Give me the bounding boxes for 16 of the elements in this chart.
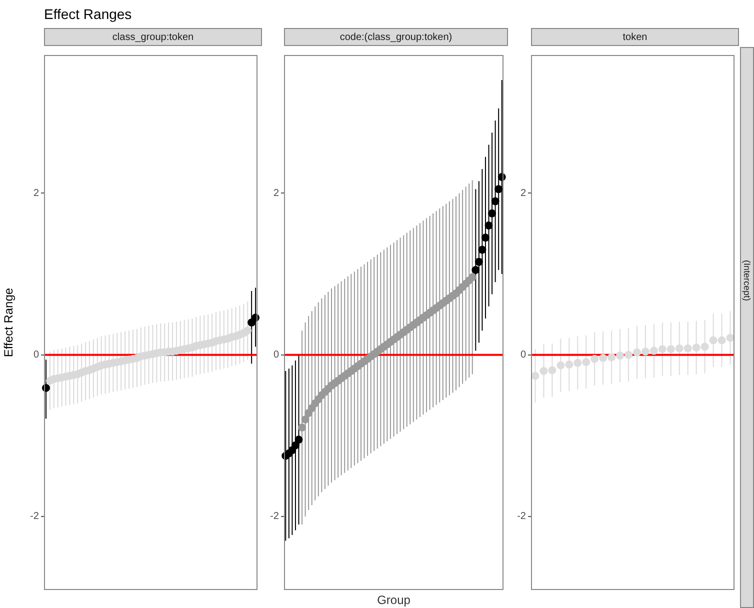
strip-label: (Intercept)	[742, 260, 752, 302]
y-tick-label: -2	[30, 511, 40, 522]
y-tick-label: 0	[273, 350, 280, 361]
chart-title: Effect Ranges	[44, 6, 132, 22]
y-tick-label: -2	[517, 511, 526, 522]
y-tick-label: 0	[33, 350, 40, 361]
chart-subtitle: code:(class_group:token)	[284, 28, 508, 46]
chart-subtitle: token	[531, 28, 739, 46]
y-tick-label: 2	[273, 188, 280, 199]
x-axis-title: Group	[377, 593, 411, 608]
y-tick-label: -2	[270, 511, 280, 522]
chart-subtitle: class_group:token	[44, 28, 262, 46]
y-axis-title: Effect Range	[2, 288, 16, 358]
y-tick-label: 2	[33, 188, 40, 199]
y-tick-label: 0	[520, 350, 526, 361]
y-tick-label: 2	[520, 188, 526, 199]
